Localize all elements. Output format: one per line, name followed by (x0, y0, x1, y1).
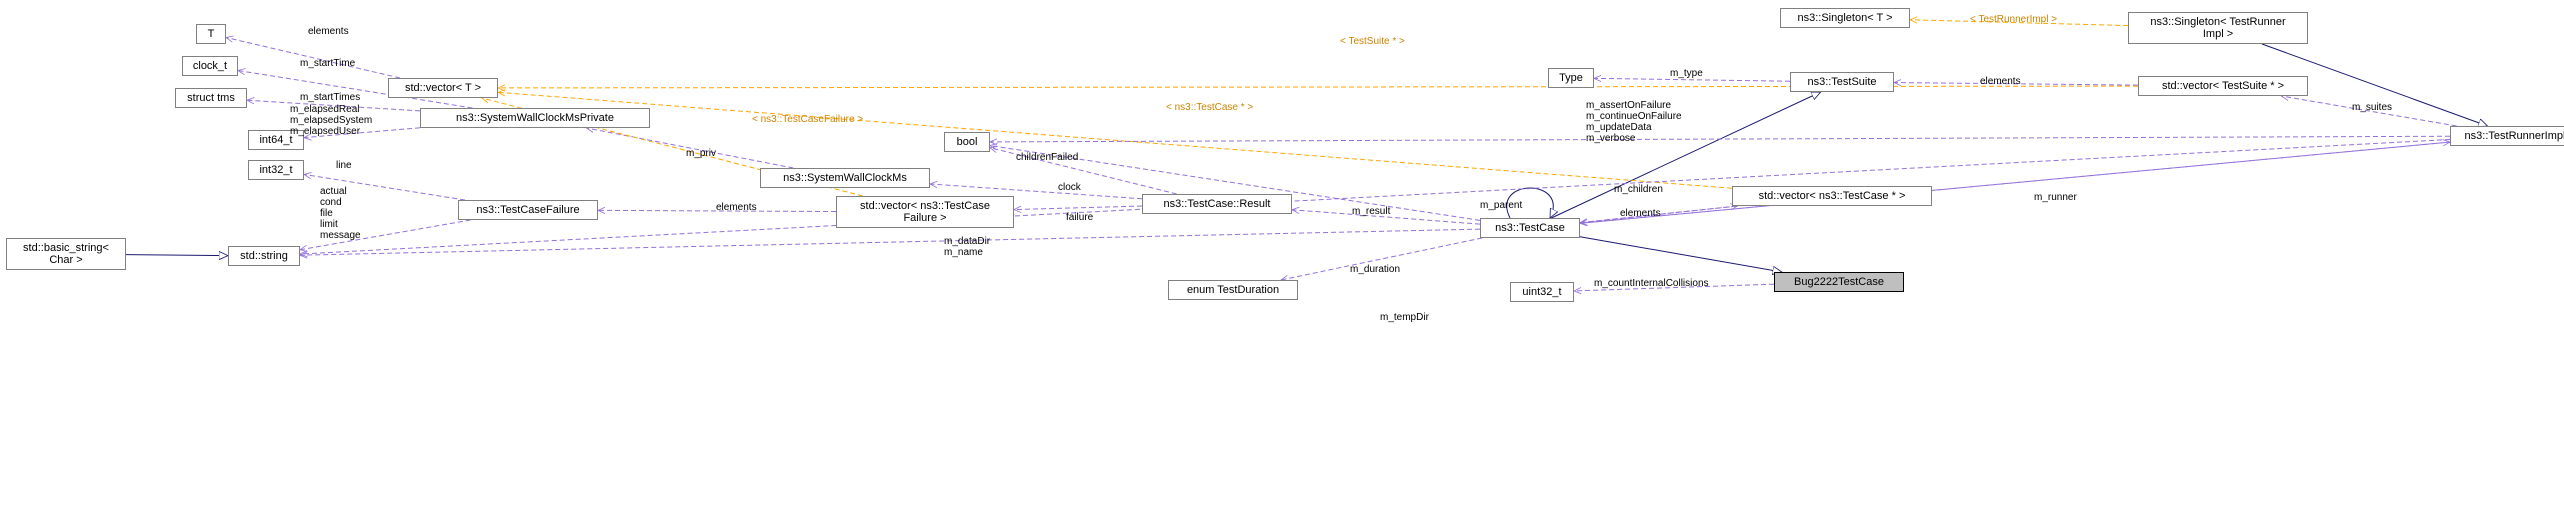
node-int64[interactable]: int64_t (248, 130, 304, 150)
edge-label-tcresult-bool: childrenFailed (1016, 152, 1078, 163)
edge-runnerimpl-to-string (300, 139, 2450, 254)
node-bug2222[interactable]: Bug2222TestCase (1774, 272, 1904, 292)
node-uint32[interactable]: uint32_t (1510, 282, 1574, 302)
edge-label-vecFailure-vectorT: < ns3::TestCaseFailure > (752, 114, 863, 125)
edge-label-bug2222-uint32: m_countInternalCollisions (1594, 278, 1709, 289)
node-singletonTRI[interactable]: ns3::Singleton< TestRunner Impl > (2128, 12, 2308, 44)
edge-vecFailure-to-tcfailure (598, 210, 836, 211)
node-tcfailure[interactable]: ns3::TestCaseFailure (458, 200, 598, 220)
edge-vecSuite-to-testsuite (1894, 83, 2138, 86)
edge-testcase-to-bug2222 (1580, 237, 1782, 272)
edge-bug2222-to-uint32 (1574, 284, 1774, 291)
node-struct_tms[interactable]: struct tms (175, 88, 247, 108)
edge-singletonTRI-to-singletonT (1910, 20, 2128, 26)
edge-label-testsuite-type: m_type (1670, 68, 1703, 79)
node-int32[interactable]: int32_t (248, 160, 304, 180)
node-tcresult[interactable]: ns3::TestCase::Result (1142, 194, 1292, 214)
edge-vecCase-to-vectorT (498, 92, 1732, 188)
edge-tcfailure-to-string (300, 220, 471, 250)
edge-label-tcresult-vecFailure: failure (1066, 212, 1093, 223)
node-T[interactable]: T (196, 24, 226, 44)
node-basic_string[interactable]: std::basic_string< Char > (6, 238, 126, 270)
edge-testcase-to-vecCase (1580, 206, 1738, 223)
edge-testcase-to-runnerimpl (1580, 142, 2450, 223)
edge-basic_string-to-string (126, 255, 228, 256)
edge-label-swcmp-clock_t: m_startTime (300, 58, 355, 69)
node-vecSuite[interactable]: std::vector< TestSuite * > (2138, 76, 2308, 96)
node-type[interactable]: Type (1548, 68, 1594, 88)
node-testsuite[interactable]: ns3::TestSuite (1790, 72, 1894, 92)
edge-vecCase-to-testcase (1580, 206, 1738, 223)
edge-label-testcase-runnerimpl: m_runner (2034, 192, 2077, 203)
node-bool[interactable]: bool (944, 132, 990, 152)
edge-label-vecCase-testcase: elements (1620, 208, 1661, 219)
edge-runnerimpl-to-testcase (1580, 142, 2450, 223)
edge-testcase-to-enumTD (1281, 238, 1482, 280)
edge-testcase-to-string (300, 229, 1480, 255)
node-runnerimpl[interactable]: ns3::TestRunnerImpl (2450, 126, 2564, 146)
edge-tcfailure-to-int32 (304, 174, 465, 200)
node-string[interactable]: std::string (228, 246, 300, 266)
edge-label-vecSuite-vectorT: < TestSuite * > (1340, 36, 1405, 47)
node-swcm[interactable]: ns3::SystemWallClockMs (760, 168, 930, 188)
node-clock_t[interactable]: clock_t (182, 56, 238, 76)
edge-testcase-to-testcase (1507, 188, 1553, 218)
edge-swcmp-to-int64 (304, 128, 420, 138)
edge-swcmp-to-struct_tms (247, 100, 420, 111)
edge-label-runnerimpl-string: m_tempDir (1380, 312, 1429, 323)
edge-label-testcase-enumTD: m_duration (1350, 264, 1400, 275)
edge-swcm-to-swcmp (587, 128, 794, 168)
edge-label-vectorT-T: elements (308, 26, 349, 37)
edge-label-singletonTRI-singletonT: < TestRunnerImpl > (1970, 14, 2057, 25)
node-vectorT[interactable]: std::vector< T > (388, 78, 498, 98)
edge-tcresult-to-bool (990, 148, 1177, 194)
edge-label-testcase-tcresult: m_result (1352, 206, 1390, 217)
edge-label-testcase-vecCase: m_children (1614, 184, 1663, 195)
edge-label-swcmp-struct_tms: m_startTimes (300, 92, 360, 103)
edge-label-vecCase-vectorT: < ns3::TestCase * > (1166, 102, 1253, 113)
edge-runnerimpl-to-vecSuite (2281, 96, 2456, 126)
node-testcase[interactable]: ns3::TestCase (1480, 218, 1580, 238)
diagram-stage: Tclock_tstruct tmsint64_tint32_tstd::bas… (0, 0, 2564, 519)
node-enumTD[interactable]: enum TestDuration (1168, 280, 1298, 300)
edge-label-runnerimpl-vecSuite: m_suites (2352, 102, 2392, 113)
edge-label-testcase-string: m_dataDir m_name (944, 236, 990, 258)
edge-label-vecFailure-tcfailure: elements (716, 202, 757, 213)
edge-label-testcase-testcase: m_parent (1480, 200, 1522, 211)
edge-label-swcm-swcmp: m_priv (686, 148, 716, 159)
edge-label-testcase-bool: m_assertOnFailure m_continueOnFailure m_… (1586, 100, 1682, 144)
node-vecFailure[interactable]: std::vector< ns3::TestCase Failure > (836, 196, 1014, 228)
edge-label-vecSuite-testsuite: elements (1980, 76, 2021, 87)
edge-testsuite-to-type (1594, 78, 1790, 81)
node-singletonT[interactable]: ns3::Singleton< T > (1780, 8, 1910, 28)
edge-testcase-to-tcresult (1292, 210, 1480, 224)
node-swcmp[interactable]: ns3::SystemWallClockMsPrivate (420, 108, 650, 128)
edge-label-tcresult-swcm: clock (1058, 182, 1081, 193)
edge-label-tcfailure-int32: line (336, 160, 352, 171)
edge-vectorT-to-T (226, 37, 400, 78)
node-vecCase[interactable]: std::vector< ns3::TestCase * > (1732, 186, 1932, 206)
edge-tcresult-to-vecFailure (1014, 206, 1142, 210)
edge-runnerimpl-to-bool (990, 136, 2450, 142)
edge-label-tcfailure-string: actual cond file limit message (320, 186, 361, 241)
